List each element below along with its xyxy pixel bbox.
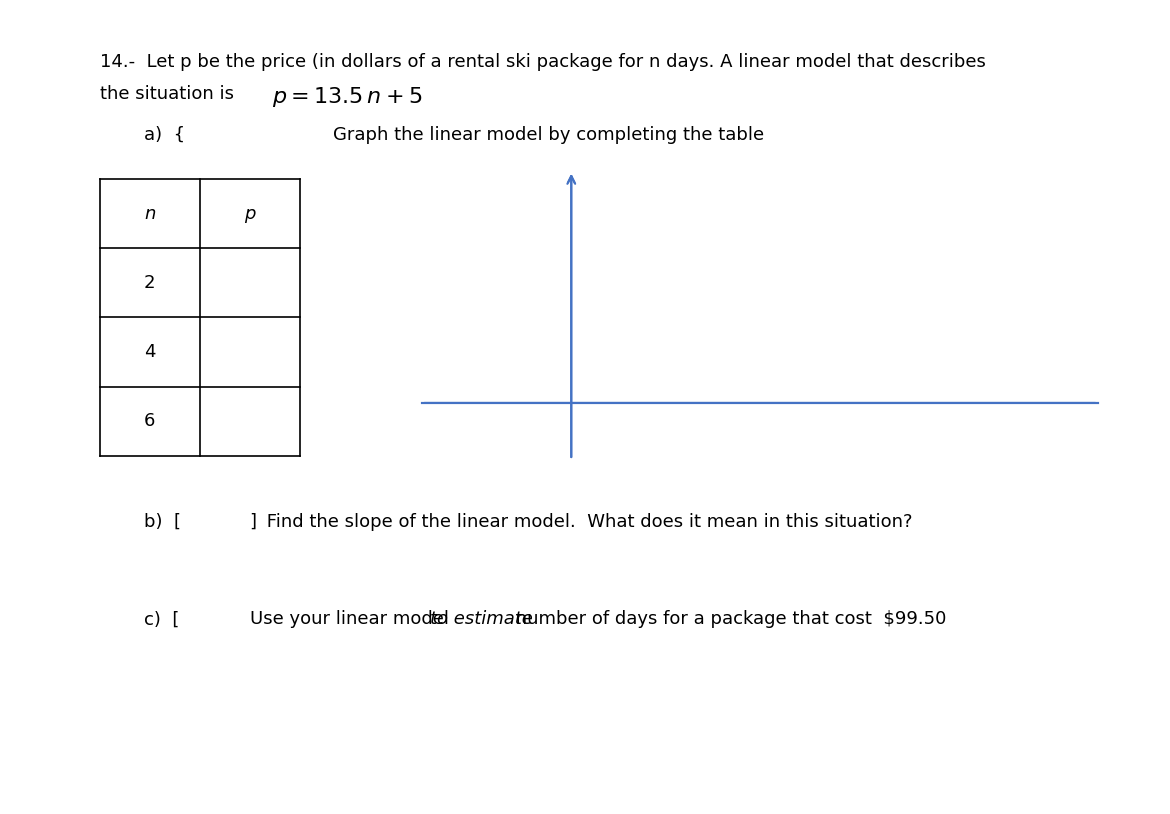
Text: to estimate: to estimate [431, 610, 534, 628]
Text: n: n [144, 204, 156, 223]
Text: c)  [: c) [ [144, 610, 179, 628]
Text: 14.-  Let p be the price (in dollars of a rental ski package for n days. A linea: 14.- Let p be the price (in dollars of a… [99, 53, 985, 71]
Text: Graph the linear model by completing the table: Graph the linear model by completing the… [332, 126, 764, 144]
Text: ]: ] [249, 513, 256, 531]
Text: 2: 2 [144, 274, 156, 292]
Text: p: p [243, 204, 255, 223]
Text: number of days for a package that cost  $99.50: number of days for a package that cost $… [510, 610, 947, 628]
Text: Find the slope of the linear model.  What does it mean in this situation?: Find the slope of the linear model. What… [261, 513, 913, 531]
Text: b)  [: b) [ [144, 513, 181, 531]
Text: Use your linear model: Use your linear model [249, 610, 454, 628]
Text: the situation is: the situation is [99, 85, 246, 103]
Text: a)  {: a) { [144, 126, 185, 144]
FancyArrowPatch shape [567, 176, 576, 457]
Text: 6: 6 [144, 412, 156, 431]
Text: 4: 4 [144, 343, 156, 361]
Text: $p = 13.5\,n + 5$: $p = 13.5\,n + 5$ [271, 85, 422, 109]
